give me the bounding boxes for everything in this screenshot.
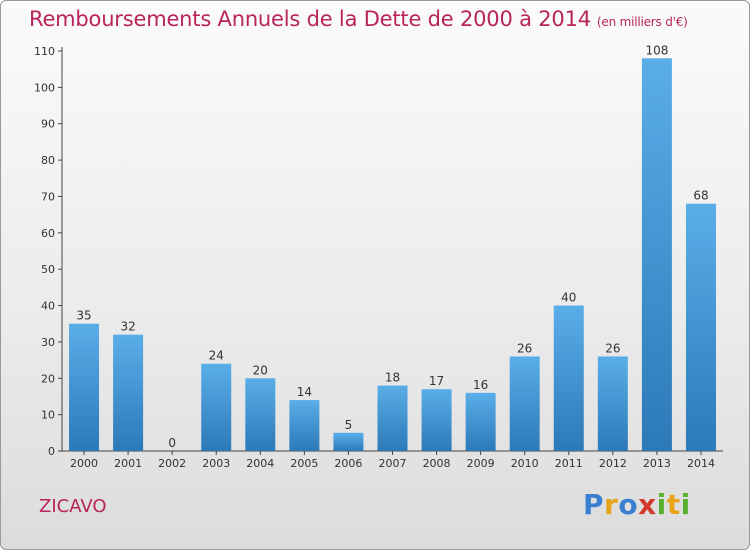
data-label: 16 bbox=[473, 378, 488, 392]
brand-letter: i bbox=[680, 488, 691, 521]
x-tick-label: 2006 bbox=[334, 457, 362, 470]
proxiti-logo: Proxiti bbox=[583, 488, 691, 521]
bar bbox=[597, 356, 628, 451]
data-label: 108 bbox=[645, 43, 668, 57]
bar bbox=[201, 363, 232, 451]
y-tick-label: 40 bbox=[41, 300, 55, 313]
data-label: 40 bbox=[561, 291, 576, 305]
bar bbox=[69, 323, 100, 451]
y-tick-label: 30 bbox=[41, 336, 55, 349]
x-tick-label: 2012 bbox=[599, 457, 627, 470]
x-tick-label: 2011 bbox=[555, 457, 583, 470]
x-tick-label: 2001 bbox=[114, 457, 142, 470]
x-tick-label: 2014 bbox=[687, 457, 715, 470]
brand-letter: o bbox=[618, 488, 639, 521]
data-label: 35 bbox=[76, 309, 91, 323]
y-tick-label: 70 bbox=[41, 190, 55, 203]
data-label: 0 bbox=[168, 436, 176, 450]
bar bbox=[333, 432, 364, 451]
x-tick-label: 2010 bbox=[511, 457, 539, 470]
x-tick-label: 2000 bbox=[70, 457, 98, 470]
y-tick-label: 10 bbox=[41, 409, 55, 422]
brand-letter: r bbox=[604, 488, 619, 521]
data-label: 18 bbox=[385, 371, 400, 385]
bar bbox=[509, 356, 540, 451]
data-label: 26 bbox=[517, 341, 532, 355]
bar bbox=[289, 400, 320, 451]
bar bbox=[377, 385, 408, 451]
y-tick-label: 80 bbox=[41, 154, 55, 167]
bar bbox=[553, 305, 584, 451]
bar bbox=[113, 334, 144, 451]
data-label: 32 bbox=[120, 320, 135, 334]
x-tick-label: 2003 bbox=[202, 457, 230, 470]
data-label: 26 bbox=[605, 341, 620, 355]
data-label: 68 bbox=[693, 189, 708, 203]
data-label: 20 bbox=[253, 363, 268, 377]
y-tick-label: 90 bbox=[41, 118, 55, 131]
bar bbox=[641, 58, 672, 451]
x-tick-label: 2008 bbox=[423, 457, 451, 470]
bar bbox=[245, 378, 276, 451]
data-label: 17 bbox=[429, 374, 444, 388]
chart-unit-label: (en milliers d'€) bbox=[596, 15, 688, 29]
chart-title: Remboursements Annuels de la Dette de 20… bbox=[29, 7, 688, 31]
x-tick-label: 2007 bbox=[379, 457, 407, 470]
x-tick-label: 2005 bbox=[290, 457, 318, 470]
x-tick-label: 2013 bbox=[643, 457, 671, 470]
bar bbox=[685, 203, 716, 451]
y-tick-label: 0 bbox=[48, 445, 55, 458]
brand-letter: i bbox=[656, 488, 667, 521]
y-tick-label: 50 bbox=[41, 263, 55, 276]
x-tick-label: 2002 bbox=[158, 457, 186, 470]
bar bbox=[421, 389, 452, 451]
y-tick-label: 60 bbox=[41, 227, 55, 240]
x-tick-label: 2009 bbox=[467, 457, 495, 470]
brand-letter: x bbox=[638, 488, 657, 521]
bar bbox=[465, 392, 496, 451]
y-tick-label: 20 bbox=[41, 372, 55, 385]
x-tick-label: 2004 bbox=[246, 457, 274, 470]
brand-letter: t bbox=[666, 488, 681, 521]
data-label: 5 bbox=[345, 418, 353, 432]
brand-letter: P bbox=[583, 488, 605, 521]
commune-name: ZICAVO bbox=[39, 496, 107, 517]
y-tick-label: 100 bbox=[34, 81, 55, 94]
data-label: 24 bbox=[209, 349, 224, 363]
data-label: 14 bbox=[297, 385, 312, 399]
y-tick-label: 110 bbox=[34, 45, 55, 58]
chart-title-text: Remboursements Annuels de la Dette de 20… bbox=[29, 7, 591, 31]
